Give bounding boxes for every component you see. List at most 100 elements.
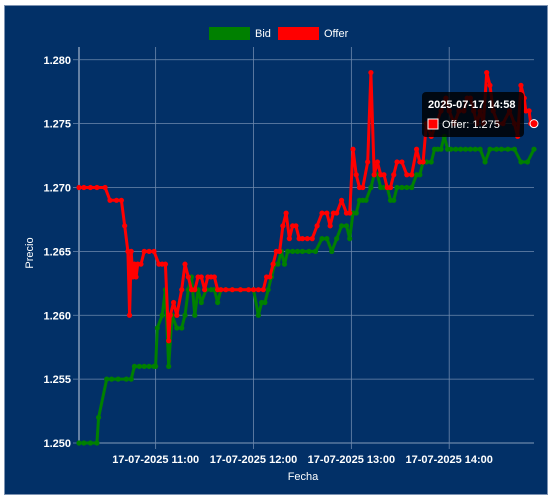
- data-point-bid[interactable]: [472, 146, 478, 152]
- data-point-offer[interactable]: [404, 172, 410, 178]
- data-point-offer[interactable]: [229, 287, 235, 293]
- data-point-bid[interactable]: [493, 146, 500, 152]
- data-point-bid[interactable]: [153, 363, 159, 369]
- data-point-offer[interactable]: [223, 287, 229, 293]
- data-point-bid[interactable]: [182, 312, 188, 318]
- data-point-bid[interactable]: [159, 312, 165, 318]
- data-point-bid[interactable]: [353, 210, 359, 216]
- data-point-offer[interactable]: [518, 82, 524, 88]
- data-point-offer[interactable]: [126, 312, 133, 318]
- data-point-bid[interactable]: [511, 146, 518, 152]
- data-point-bid[interactable]: [467, 146, 473, 152]
- data-point-bid[interactable]: [417, 172, 423, 178]
- data-point-offer[interactable]: [319, 210, 325, 216]
- data-point-bid[interactable]: [262, 299, 268, 306]
- data-point-bid[interactable]: [81, 440, 87, 446]
- data-point-bid[interactable]: [347, 236, 353, 242]
- data-point-bid[interactable]: [324, 236, 330, 242]
- data-point-offer[interactable]: [162, 261, 169, 267]
- data-point-bid[interactable]: [275, 261, 281, 267]
- data-point-bid[interactable]: [265, 287, 271, 293]
- data-point-offer[interactable]: [81, 184, 87, 191]
- data-point-offer[interactable]: [192, 287, 198, 293]
- data-point-offer[interactable]: [260, 287, 266, 293]
- data-point-offer[interactable]: [409, 172, 415, 178]
- data-point-offer[interactable]: [122, 223, 128, 229]
- data-point-offer[interactable]: [146, 248, 152, 254]
- legend-swatch-offer[interactable]: [278, 27, 319, 40]
- data-point-bid[interactable]: [448, 146, 454, 152]
- data-point-offer[interactable]: [484, 69, 490, 76]
- data-point-bid[interactable]: [409, 184, 415, 191]
- data-point-offer[interactable]: [94, 184, 100, 191]
- data-point-offer[interactable]: [174, 312, 180, 318]
- data-point-offer[interactable]: [182, 261, 188, 267]
- data-point-offer[interactable]: [413, 146, 420, 152]
- data-point-bid[interactable]: [505, 146, 511, 152]
- data-point-offer[interactable]: [374, 159, 381, 165]
- data-point-bid[interactable]: [498, 146, 504, 152]
- data-point-bid[interactable]: [115, 376, 121, 382]
- data-point-offer[interactable]: [399, 159, 405, 165]
- data-point-offer[interactable]: [141, 248, 147, 254]
- data-point-bid[interactable]: [438, 146, 444, 152]
- data-point-bid[interactable]: [87, 440, 94, 446]
- data-point-bid[interactable]: [338, 223, 345, 229]
- data-point-offer[interactable]: [381, 172, 387, 178]
- data-point-bid[interactable]: [215, 299, 221, 306]
- data-point-bid[interactable]: [363, 197, 369, 203]
- data-point-bid[interactable]: [198, 299, 204, 306]
- data-point-bid[interactable]: [192, 312, 198, 318]
- data-point-offer[interactable]: [420, 159, 426, 165]
- data-point-offer[interactable]: [314, 223, 320, 229]
- data-point-bid[interactable]: [131, 363, 138, 369]
- data-point-bid[interactable]: [154, 325, 160, 331]
- data-point-bid[interactable]: [94, 440, 100, 446]
- data-point-bid[interactable]: [368, 184, 374, 191]
- data-point-bid[interactable]: [290, 248, 296, 254]
- data-point-bid[interactable]: [462, 146, 469, 152]
- data-point-bid[interactable]: [399, 184, 405, 191]
- data-point-offer[interactable]: [309, 236, 315, 242]
- data-point-bid[interactable]: [312, 248, 319, 254]
- data-point-offer[interactable]: [201, 287, 208, 293]
- data-point-bid[interactable]: [174, 325, 180, 331]
- data-point-offer[interactable]: [167, 312, 173, 318]
- tooltip-point[interactable]: [529, 119, 539, 129]
- data-point-offer[interactable]: [218, 287, 224, 293]
- data-point-offer[interactable]: [350, 146, 356, 152]
- data-point-bid[interactable]: [128, 376, 134, 382]
- data-point-bid[interactable]: [394, 184, 400, 191]
- data-point-offer[interactable]: [327, 223, 333, 229]
- data-point-offer[interactable]: [250, 287, 257, 293]
- data-point-offer[interactable]: [138, 261, 144, 267]
- data-point-offer[interactable]: [76, 184, 82, 191]
- data-point-bid[interactable]: [531, 146, 537, 152]
- data-point-bid[interactable]: [123, 376, 129, 382]
- data-point-bid[interactable]: [487, 146, 493, 152]
- data-point-bid[interactable]: [76, 440, 82, 446]
- data-point-bid[interactable]: [319, 236, 325, 242]
- data-point-offer[interactable]: [353, 172, 359, 178]
- data-point-offer[interactable]: [185, 274, 191, 280]
- data-point-offer[interactable]: [280, 223, 286, 229]
- data-point-offer[interactable]: [166, 338, 172, 344]
- data-point-bid[interactable]: [104, 376, 110, 382]
- data-point-offer[interactable]: [255, 287, 261, 293]
- data-point-offer[interactable]: [170, 299, 177, 306]
- data-point-bid[interactable]: [477, 146, 483, 152]
- data-point-offer[interactable]: [179, 287, 185, 293]
- data-point-offer[interactable]: [365, 159, 371, 165]
- data-point-bid[interactable]: [109, 376, 115, 382]
- data-point-offer[interactable]: [133, 274, 139, 280]
- data-point-bid[interactable]: [404, 184, 410, 191]
- data-point-bid[interactable]: [482, 159, 488, 165]
- data-point-offer[interactable]: [246, 287, 252, 293]
- data-point-offer[interactable]: [267, 274, 273, 280]
- data-point-offer[interactable]: [198, 274, 204, 280]
- data-point-offer[interactable]: [87, 184, 94, 191]
- data-point-offer[interactable]: [270, 261, 276, 267]
- data-point-offer[interactable]: [118, 197, 125, 203]
- price-chart[interactable]: 1.250 1.255 1.260 1.265 1.270 1.275 1.280 17-0…: [5, 6, 549, 496]
- data-point-bid[interactable]: [428, 159, 434, 165]
